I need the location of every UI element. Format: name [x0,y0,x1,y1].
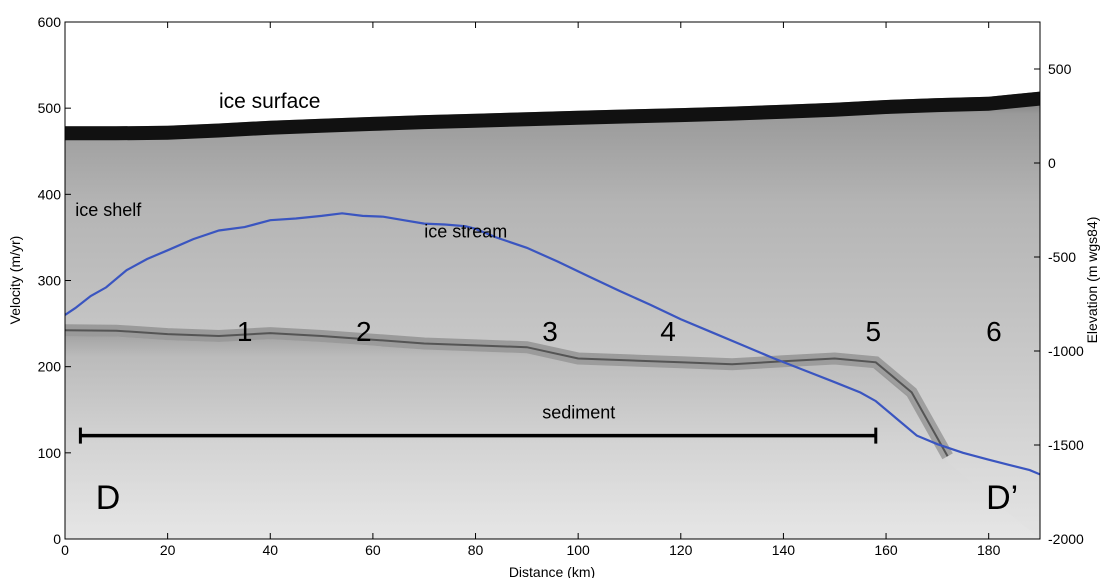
x-tick-label: 60 [365,542,381,558]
x-tick-label: 120 [669,542,693,558]
y-tick-left-label: 400 [38,186,62,202]
x-axis-label: Distance (km) [509,564,595,578]
annotation-3: 3 [542,316,558,347]
y-tick-right-label: -1500 [1048,437,1084,453]
y-tick-left-label: 100 [38,445,62,461]
y-axis-left-label: Velocity (m/yr) [7,236,23,325]
x-tick-label: 40 [262,542,278,558]
annotation-2: 2 [356,316,372,347]
x-tick-label: 140 [772,542,796,558]
x-tick-label: 80 [468,542,484,558]
velocity-series [65,212,1040,476]
x-tick-label: 160 [874,542,898,558]
scale-bar [78,427,878,444]
velocity-line [65,212,1040,476]
y-axis-right-label: Elevation (m wgs84) [1084,217,1100,344]
x-axis: 0 20 40 60 80 100 120 140 160 180 [61,22,1001,558]
y-tick-right-label: -2000 [1048,531,1084,547]
x-tick-label: 20 [160,542,176,558]
x-tick-label: 0 [61,542,69,558]
annotation-4: 4 [660,316,676,347]
y-tick-right-label: -500 [1048,249,1076,265]
y-tick-right-label: -1000 [1048,343,1084,359]
ice-surface-reflector [65,91,1040,141]
y-tick-right-label: 0 [1048,155,1056,171]
annotation-d: D [96,479,121,517]
x-tick-label: 100 [566,542,590,558]
y-tick-left-label: 500 [38,100,62,116]
radargram-lower [65,336,1040,539]
y-tick-left-label: 200 [38,359,62,375]
annotation-d: D’ [986,479,1018,517]
x-tick-label: 180 [977,542,1001,558]
annotations: ice surface ice shelf ice stream sediment 1 2… [75,90,1018,517]
y-axis-left: 0 100 200 300 400 500 600 [38,14,71,547]
plot-area: ice surface ice shelf ice stream sediment 1 2… [65,22,1040,539]
annotation-5: 5 [866,316,882,347]
y-tick-right-label: 500 [1048,61,1072,77]
annotation-1: 1 [237,316,253,347]
y-tick-left-label: 300 [38,273,62,289]
annotation-ice-stream: ice stream [424,221,507,241]
y-tick-left-label: 600 [38,14,62,30]
annotation-sediment: sediment [542,402,615,422]
y-axis-right: 500 0 -500 -1000 -1500 -2000 [1034,61,1084,547]
y-tick-left-label: 0 [53,531,61,547]
bed-reflector-line [65,329,949,457]
annotation-ice-surface: ice surface [219,90,321,113]
annotation-ice-shelf: ice shelf [75,200,142,220]
annotation-6: 6 [986,316,1002,347]
